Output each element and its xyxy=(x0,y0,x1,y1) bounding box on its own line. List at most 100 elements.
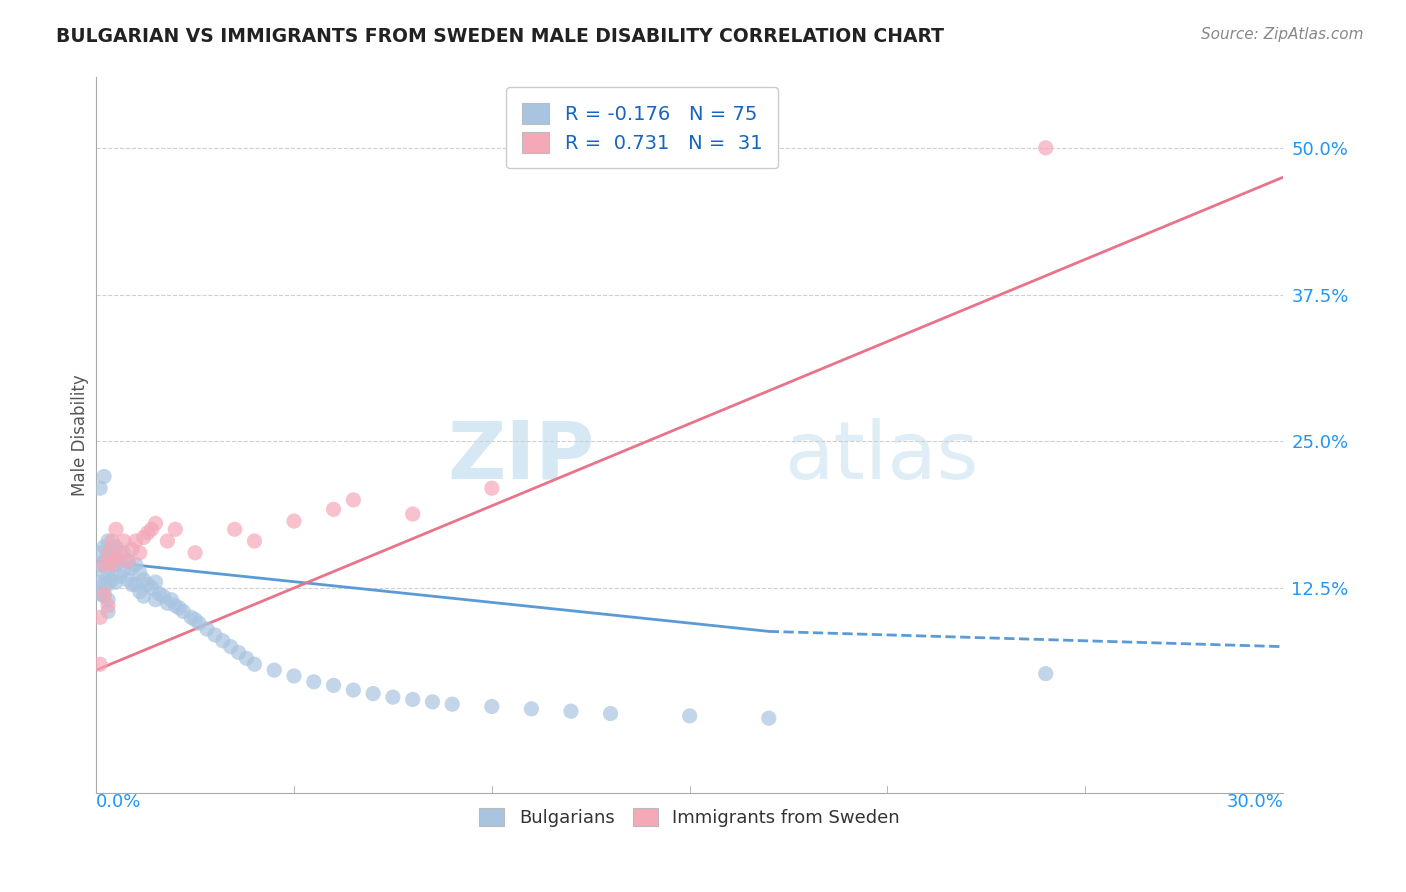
Point xyxy=(481,481,503,495)
Point xyxy=(97,563,120,577)
Point xyxy=(599,706,621,721)
Point xyxy=(243,657,266,672)
Point xyxy=(128,584,150,599)
Point xyxy=(121,542,143,557)
Point xyxy=(195,622,218,636)
Point xyxy=(132,573,155,587)
Point xyxy=(1035,666,1057,681)
Point xyxy=(235,651,257,665)
Text: Source: ZipAtlas.com: Source: ZipAtlas.com xyxy=(1201,27,1364,42)
Point xyxy=(381,690,404,705)
Point xyxy=(89,610,111,624)
Point xyxy=(184,613,207,627)
Point xyxy=(101,558,124,572)
Point xyxy=(93,469,115,483)
Point xyxy=(112,546,135,560)
Point xyxy=(128,566,150,580)
Point xyxy=(758,711,780,725)
Point xyxy=(322,502,344,516)
Point xyxy=(361,687,384,701)
Point xyxy=(560,704,582,718)
Point xyxy=(101,534,124,549)
Point xyxy=(263,663,285,677)
Point xyxy=(121,577,143,591)
Point xyxy=(93,566,115,580)
Point xyxy=(145,592,167,607)
Point xyxy=(93,589,115,603)
Point xyxy=(180,610,202,624)
Point xyxy=(112,563,135,577)
Point xyxy=(224,522,246,536)
Point xyxy=(342,683,364,698)
Point xyxy=(204,628,226,642)
Point xyxy=(108,546,131,560)
Point xyxy=(136,577,159,591)
Point xyxy=(89,558,111,572)
Point xyxy=(188,616,211,631)
Point xyxy=(132,589,155,603)
Point xyxy=(184,546,207,560)
Point xyxy=(97,546,120,560)
Point xyxy=(89,546,111,560)
Point xyxy=(402,692,425,706)
Point xyxy=(125,577,148,591)
Point xyxy=(169,601,191,615)
Point xyxy=(219,640,242,654)
Point xyxy=(89,657,111,672)
Point xyxy=(125,558,148,572)
Point xyxy=(302,674,325,689)
Point xyxy=(132,531,155,545)
Point xyxy=(89,587,111,601)
Point xyxy=(101,573,124,587)
Point xyxy=(165,522,187,536)
Point xyxy=(125,534,148,549)
Point xyxy=(228,646,250,660)
Point xyxy=(322,678,344,692)
Point xyxy=(422,695,444,709)
Point xyxy=(283,669,305,683)
Point xyxy=(104,551,127,566)
Point xyxy=(93,558,115,572)
Text: ZIP: ZIP xyxy=(447,417,595,496)
Point xyxy=(93,554,115,568)
Point xyxy=(152,589,174,603)
Point xyxy=(93,577,115,591)
Point xyxy=(211,633,233,648)
Point xyxy=(136,525,159,540)
Text: atlas: atlas xyxy=(785,417,979,496)
Point xyxy=(148,587,170,601)
Point xyxy=(104,575,127,590)
Point xyxy=(97,604,120,618)
Point xyxy=(104,522,127,536)
Point xyxy=(283,514,305,528)
Point xyxy=(145,575,167,590)
Point xyxy=(160,592,183,607)
Point xyxy=(89,575,111,590)
Point xyxy=(97,577,120,591)
Point xyxy=(97,549,120,564)
Point xyxy=(101,558,124,572)
Point xyxy=(89,481,111,495)
Point xyxy=(1035,141,1057,155)
Point xyxy=(112,534,135,549)
Point xyxy=(104,540,127,554)
Point xyxy=(141,581,163,595)
Point xyxy=(156,596,179,610)
Point xyxy=(117,573,139,587)
Point xyxy=(101,542,124,557)
Point xyxy=(243,534,266,549)
Point xyxy=(145,516,167,531)
Point xyxy=(121,561,143,575)
Point xyxy=(165,599,187,613)
Text: 30.0%: 30.0% xyxy=(1226,793,1284,812)
Point xyxy=(97,599,120,613)
Point xyxy=(141,522,163,536)
Point xyxy=(93,587,115,601)
Point xyxy=(117,554,139,568)
Point xyxy=(402,507,425,521)
Point xyxy=(104,558,127,572)
Point xyxy=(679,709,702,723)
Point xyxy=(520,702,543,716)
Point xyxy=(128,546,150,560)
Text: BULGARIAN VS IMMIGRANTS FROM SWEDEN MALE DISABILITY CORRELATION CHART: BULGARIAN VS IMMIGRANTS FROM SWEDEN MALE… xyxy=(56,27,945,45)
